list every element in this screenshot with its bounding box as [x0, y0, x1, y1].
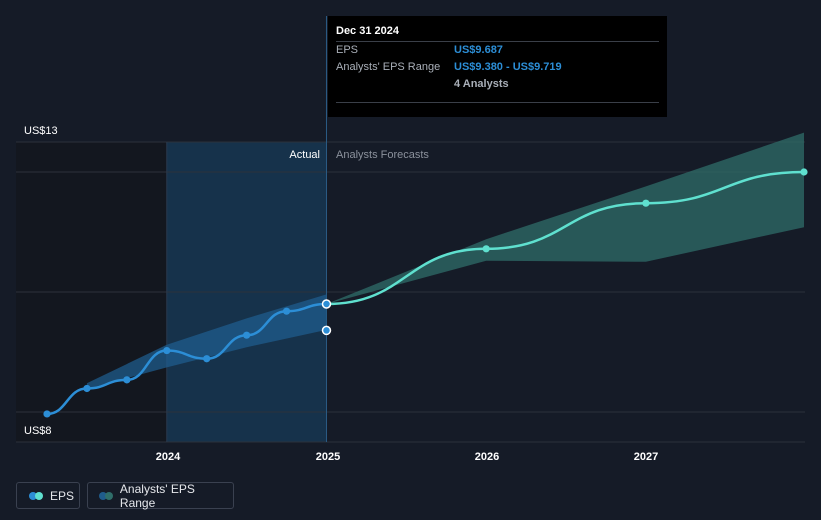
range-current-point [321, 325, 332, 336]
eps-point-0-5 [243, 331, 251, 339]
eps-point-1-3 [800, 168, 808, 176]
range-band-1 [326, 132, 804, 304]
legend-range-label: Analysts' EPS Range [119, 481, 195, 510]
eps-point-0-1 [83, 384, 91, 393]
tooltip-range-label: Analysts' EPS Range [336, 61, 441, 73]
tooltip-bottom-divider [336, 102, 659, 103]
eps-legend-icon [29, 491, 43, 500]
hover-tooltip: Dec 31 2024 EPS US$9.687 Analysts' EPS R… [328, 16, 667, 117]
eps-point-0-3 [163, 346, 171, 355]
x-tick-label-2024: 2024 [156, 451, 181, 463]
tooltip-range-value: US$9.380 - US$9.719 [454, 61, 562, 73]
point-layer [43, 168, 808, 418]
tooltip-divider [336, 41, 659, 42]
eps-point-0-0 [43, 410, 51, 418]
tooltip-analysts-row: 4 Analysts [336, 76, 659, 93]
x-tick-label-2025: 2025 [316, 451, 340, 463]
grid-layer [16, 16, 805, 443]
eps-point-0-6 [282, 307, 291, 315]
eps-current-point [321, 299, 332, 309]
eps-point-1-1 [482, 245, 490, 253]
eps-line-1 [326, 170, 805, 306]
region-label-actual: Actual [289, 149, 320, 161]
range-legend-icon [99, 491, 113, 500]
tooltip-range-row: Analysts' EPS Range US$9.380 - US$9.719 [336, 59, 659, 76]
x-tick-label-2026: 2026 [475, 451, 499, 463]
eps-point-0-2 [123, 376, 131, 384]
y-axis-label-bottom: US$8 [24, 425, 52, 437]
region-label-forecast: Analysts Forecasts [336, 149, 429, 161]
legend-range-button[interactable]: Analysts' EPS Range [87, 481, 234, 510]
eps-point-1-2 [642, 199, 650, 207]
tooltip-eps-label: EPS [336, 44, 359, 56]
x-tick-label-2027: 2027 [634, 451, 658, 463]
eps-point-0-4 [203, 355, 211, 363]
y-axis-label-top: US$13 [24, 125, 58, 137]
legend-eps-label: EPS [50, 488, 75, 503]
tooltip-eps-row: EPS US$9.687 [336, 42, 659, 59]
legend-eps-button[interactable]: EPS [16, 482, 80, 509]
tooltip-date: Dec 31 2024 [336, 25, 399, 37]
tooltip-analysts-count: 4 Analysts [454, 78, 509, 90]
tooltip-eps-value: US$9.687 [454, 44, 503, 56]
